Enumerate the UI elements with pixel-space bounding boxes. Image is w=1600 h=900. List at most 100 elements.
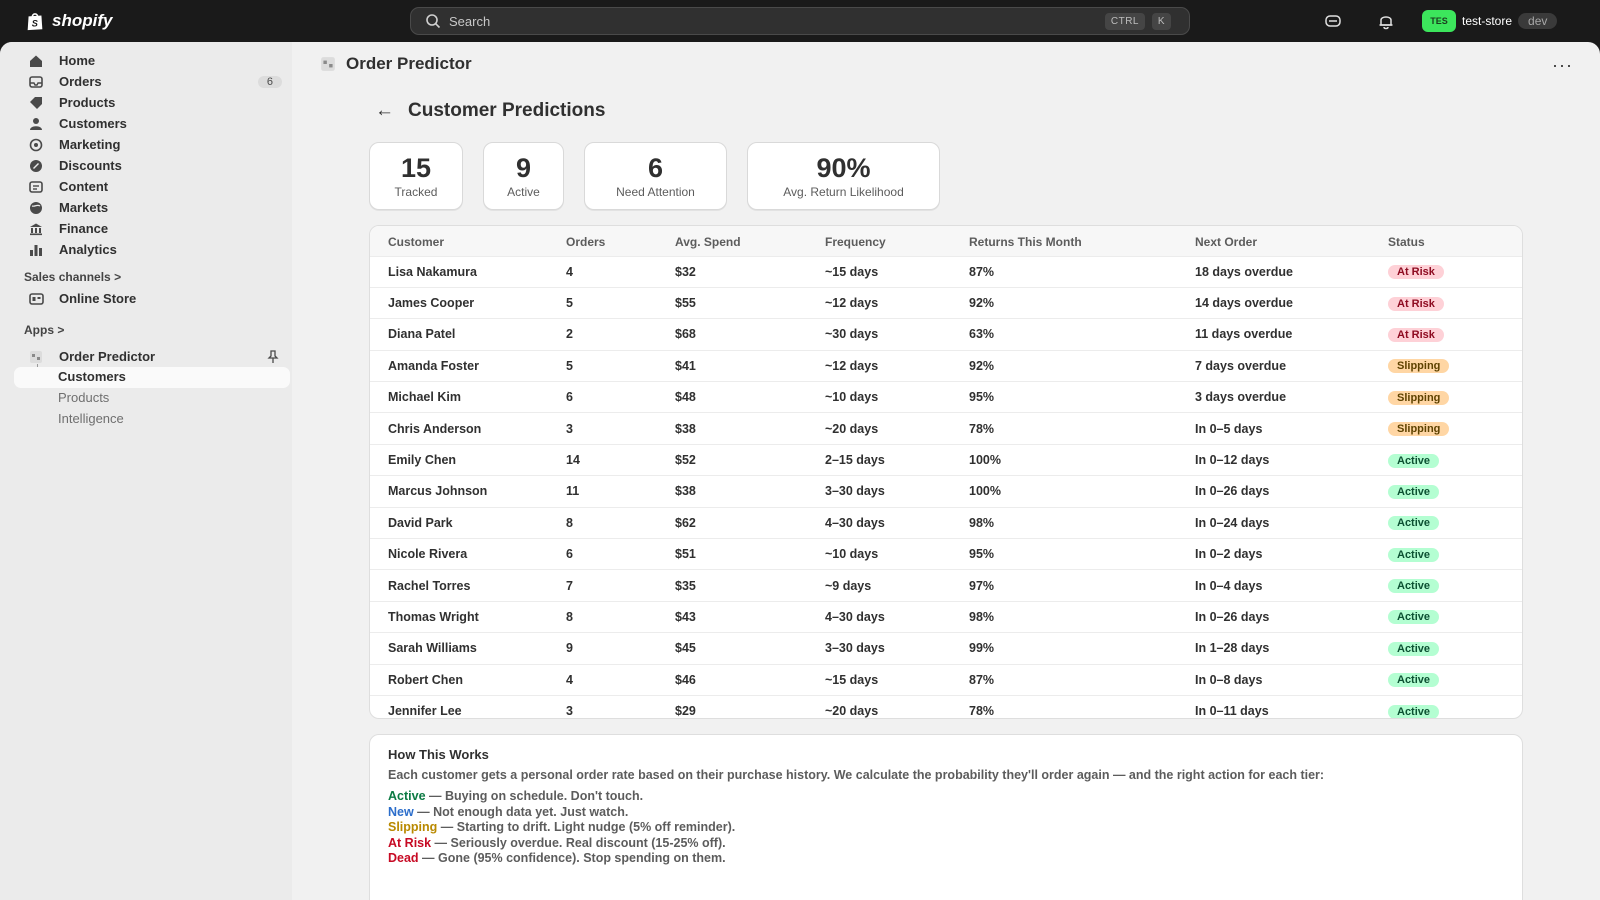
tier-name: New (388, 804, 414, 819)
sales-channels-heading[interactable]: Sales channels > (24, 270, 121, 284)
cell-returns: 87% (969, 255, 1195, 288)
column-header-orders[interactable]: Orders (566, 226, 675, 256)
status-badge: At Risk (1388, 265, 1444, 280)
back-button[interactable]: ← (375, 100, 394, 121)
cell-next-order: In 0–11 days (1195, 694, 1388, 718)
sidebar-item-label: Discounts (59, 158, 122, 173)
table-row[interactable]: Sarah Williams 9 $45 3–30 days 99% In 1–28 da… (370, 632, 1522, 665)
table-row[interactable]: Marcus Johnson 11 $38 3–30 days 100% In 0–26 … (370, 475, 1522, 508)
cell-customer: Thomas Wright (370, 600, 566, 633)
sidebar-item-orders[interactable]: Orders 6 (14, 71, 290, 92)
column-header-customer[interactable]: Customer (370, 226, 566, 256)
search-placeholder: Search (449, 13, 491, 29)
how-it-works-title: How This Works (388, 747, 489, 762)
cell-avg-spend: $68 (675, 318, 825, 351)
cell-frequency: ~12 days (825, 349, 969, 382)
sidebar-item-home[interactable]: Home (14, 50, 290, 71)
sales-channels-label: Sales channels (24, 270, 111, 284)
status-badge: Slipping (1388, 390, 1450, 405)
table-row[interactable]: Rachel Torres 7 $35 ~9 days 97% In 0–4 days Ac… (370, 569, 1522, 602)
cell-customer: James Cooper (370, 286, 566, 319)
cell-avg-spend: $35 (675, 569, 825, 602)
column-header-frequency[interactable]: Frequency (825, 226, 969, 256)
table-row[interactable]: Nicole Rivera 6 $51 ~10 days 95% In 0–2 days A… (370, 538, 1522, 570)
column-header-next-order[interactable]: Next Order (1195, 226, 1388, 256)
sidekick-icon[interactable] (1323, 11, 1343, 31)
table-row[interactable]: Chris Anderson 3 $38 ~20 days 78% In 0–5 days… (370, 412, 1522, 445)
column-header-avg-spend[interactable]: Avg. Spend (675, 226, 825, 256)
sidebar-item-discounts[interactable]: Discounts (14, 155, 290, 176)
cell-next-order: 14 days overdue (1195, 286, 1388, 319)
sidebar-item-finance[interactable]: Finance (14, 218, 290, 239)
orders-count-badge: 6 (257, 75, 282, 88)
table-row[interactable]: Lisa Nakamura 4 $32 ~15 days 87% 18 days over… (370, 255, 1522, 288)
status-badge: Active (1388, 641, 1440, 656)
stat-value: 9 (515, 153, 532, 183)
column-header-returns[interactable]: Returns This Month (969, 226, 1195, 256)
table-row[interactable]: Jennifer Lee 3 $29 ~20 days 78% In 0–11 days A… (370, 694, 1522, 718)
apps-heading[interactable]: Apps > (24, 323, 64, 337)
cell-status: Slipping (1388, 412, 1522, 445)
sidebar-item-order-predictor[interactable]: Order Predictor (14, 346, 290, 367)
column-header-status[interactable]: Status (1388, 226, 1522, 256)
tier-name: Dead (388, 851, 419, 866)
chevron-right-icon: > (57, 323, 65, 337)
table-row[interactable]: Amanda Foster 5 $41 ~12 days 92% 7 days overd… (370, 349, 1522, 382)
tier-item: At Risk — Seriously overdue. Real discou… (388, 836, 1504, 852)
cell-orders: 8 (566, 600, 675, 633)
status-badge: Active (1388, 610, 1440, 625)
cell-orders: 5 (566, 349, 675, 382)
table-row[interactable]: Diana Patel 2 $68 ~30 days 63% 11 days overdu… (370, 318, 1522, 351)
bar-chart-icon (28, 242, 44, 258)
sidebar-subitem-customers[interactable] (14, 367, 290, 388)
stat-value: 90% (816, 153, 871, 183)
cell-status: Slipping (1388, 349, 1522, 382)
tier-item: Slipping — Starting to drift. Light nudg… (388, 820, 1504, 836)
cell-frequency: ~30 days (825, 318, 969, 351)
sidebar-item-content[interactable]: Content (14, 176, 290, 197)
table-row[interactable]: David Park 8 $62 4–30 days 98% In 0–24 days Ac… (370, 506, 1522, 539)
brand-name: shopify (52, 11, 113, 30)
sidebar-item-label: Analytics (59, 242, 117, 257)
shortcut-ctrl-key: CTRL (1104, 13, 1145, 30)
cell-orders: 5 (566, 286, 675, 319)
table-row[interactable]: Thomas Wright 8 $43 4–30 days 98% In 0–26 day… (370, 600, 1522, 633)
sidebar-item-label: Markets (59, 200, 109, 215)
sidebar-subitem-products[interactable]: Products (58, 390, 110, 405)
table-row[interactable]: James Cooper 5 $55 ~12 days 92% 14 days overd… (370, 286, 1522, 319)
cell-next-order: In 0–4 days (1195, 569, 1388, 602)
cell-returns: 98% (969, 506, 1195, 539)
stat-card-return-likelihood: 90% Avg. Return Likelihood (747, 142, 940, 210)
cell-avg-spend: $41 (675, 349, 825, 382)
shopify-logo[interactable]: S shopify (24, 10, 112, 32)
sidebar-item-markets[interactable]: Markets (14, 197, 290, 218)
cell-status: At Risk (1388, 318, 1522, 351)
search-input[interactable]: Search CTRL K (410, 7, 1190, 35)
cell-avg-spend: $38 (675, 412, 825, 445)
status-badge: At Risk (1388, 296, 1444, 311)
store-menu[interactable]: TES test-store dev (1422, 10, 1558, 32)
bell-icon[interactable] (1376, 11, 1396, 31)
sidebar-item-marketing[interactable]: Marketing (14, 134, 290, 155)
sidebar-item-customers[interactable]: Customers (14, 113, 290, 134)
cell-frequency: 4–30 days (825, 506, 969, 539)
cell-next-order: 18 days overdue (1195, 255, 1388, 288)
search-icon (426, 14, 441, 29)
cell-customer: Jennifer Lee (370, 694, 566, 718)
table-row[interactable]: Robert Chen 4 $46 ~15 days 87% In 0–8 days Act… (370, 663, 1522, 696)
cell-orders: 11 (566, 475, 675, 508)
table-row[interactable]: Michael Kim 6 $48 ~10 days 95% 3 days overdue… (370, 381, 1522, 413)
sidebar-item-analytics[interactable]: Analytics (14, 239, 290, 260)
sidebar-item-label: Online Store (59, 291, 137, 306)
pin-icon[interactable] (266, 349, 280, 364)
more-actions-button[interactable]: ··· (1552, 55, 1573, 75)
sidebar-subitem-intelligence[interactable]: Intelligence (58, 411, 124, 426)
cell-status: At Risk (1388, 286, 1522, 319)
table-row[interactable]: Emily Chen 14 $52 2–15 days 100% In 0–12 days… (370, 443, 1522, 476)
status-badge: Active (1388, 673, 1440, 688)
sidebar-item-online-store[interactable]: Online Store (14, 288, 290, 309)
cell-avg-spend: $29 (675, 694, 825, 718)
sidebar-item-products[interactable]: Products (14, 92, 290, 113)
cell-avg-spend: $62 (675, 506, 825, 539)
chevron-right-icon: > (114, 270, 122, 284)
